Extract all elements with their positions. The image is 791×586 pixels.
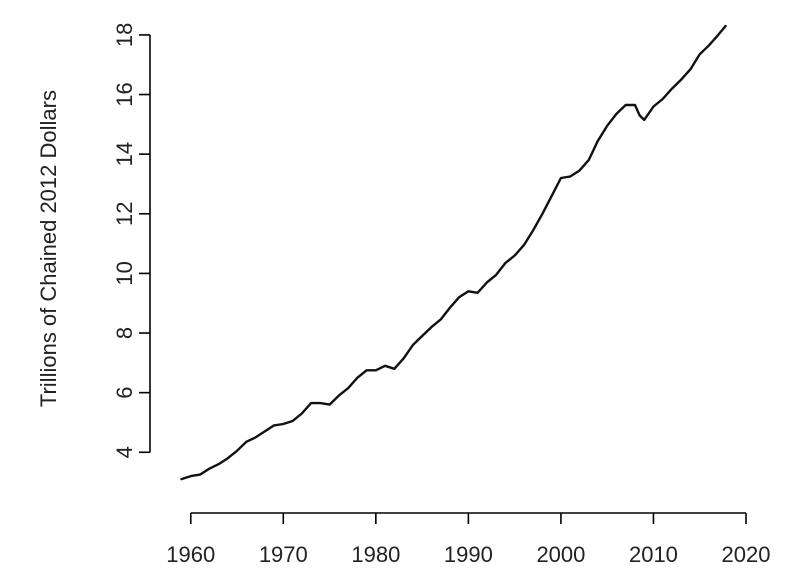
- x-tick-label: 1970: [259, 542, 308, 567]
- y-tick-label: 4: [112, 446, 137, 458]
- x-tick-label: 1980: [351, 542, 400, 567]
- x-tick-label: 2000: [536, 542, 585, 567]
- x-axis: 1960 1970 1980 1990 2000 2010 2020: [166, 512, 771, 567]
- y-tick-label: 12: [112, 202, 137, 226]
- x-tick-label: 2010: [629, 542, 678, 567]
- x-tick-label: 1990: [444, 542, 493, 567]
- x-tick-label: 2020: [722, 542, 771, 567]
- y-tick-label: 10: [112, 261, 137, 285]
- y-axis: 4 6 8 10 12 14 16 18: [112, 23, 151, 458]
- y-tick-label: 16: [112, 82, 137, 106]
- y-tick-label: 18: [112, 23, 137, 47]
- x-tick-label: 1960: [166, 542, 215, 567]
- y-tick-label: 8: [112, 327, 137, 339]
- y-tick-label: 6: [112, 387, 137, 399]
- y-axis-title: Trillions of Chained 2012 Dollars: [36, 90, 61, 407]
- y-tick-label: 14: [112, 142, 137, 166]
- plot-area: [180, 24, 727, 481]
- series-line: [180, 24, 727, 481]
